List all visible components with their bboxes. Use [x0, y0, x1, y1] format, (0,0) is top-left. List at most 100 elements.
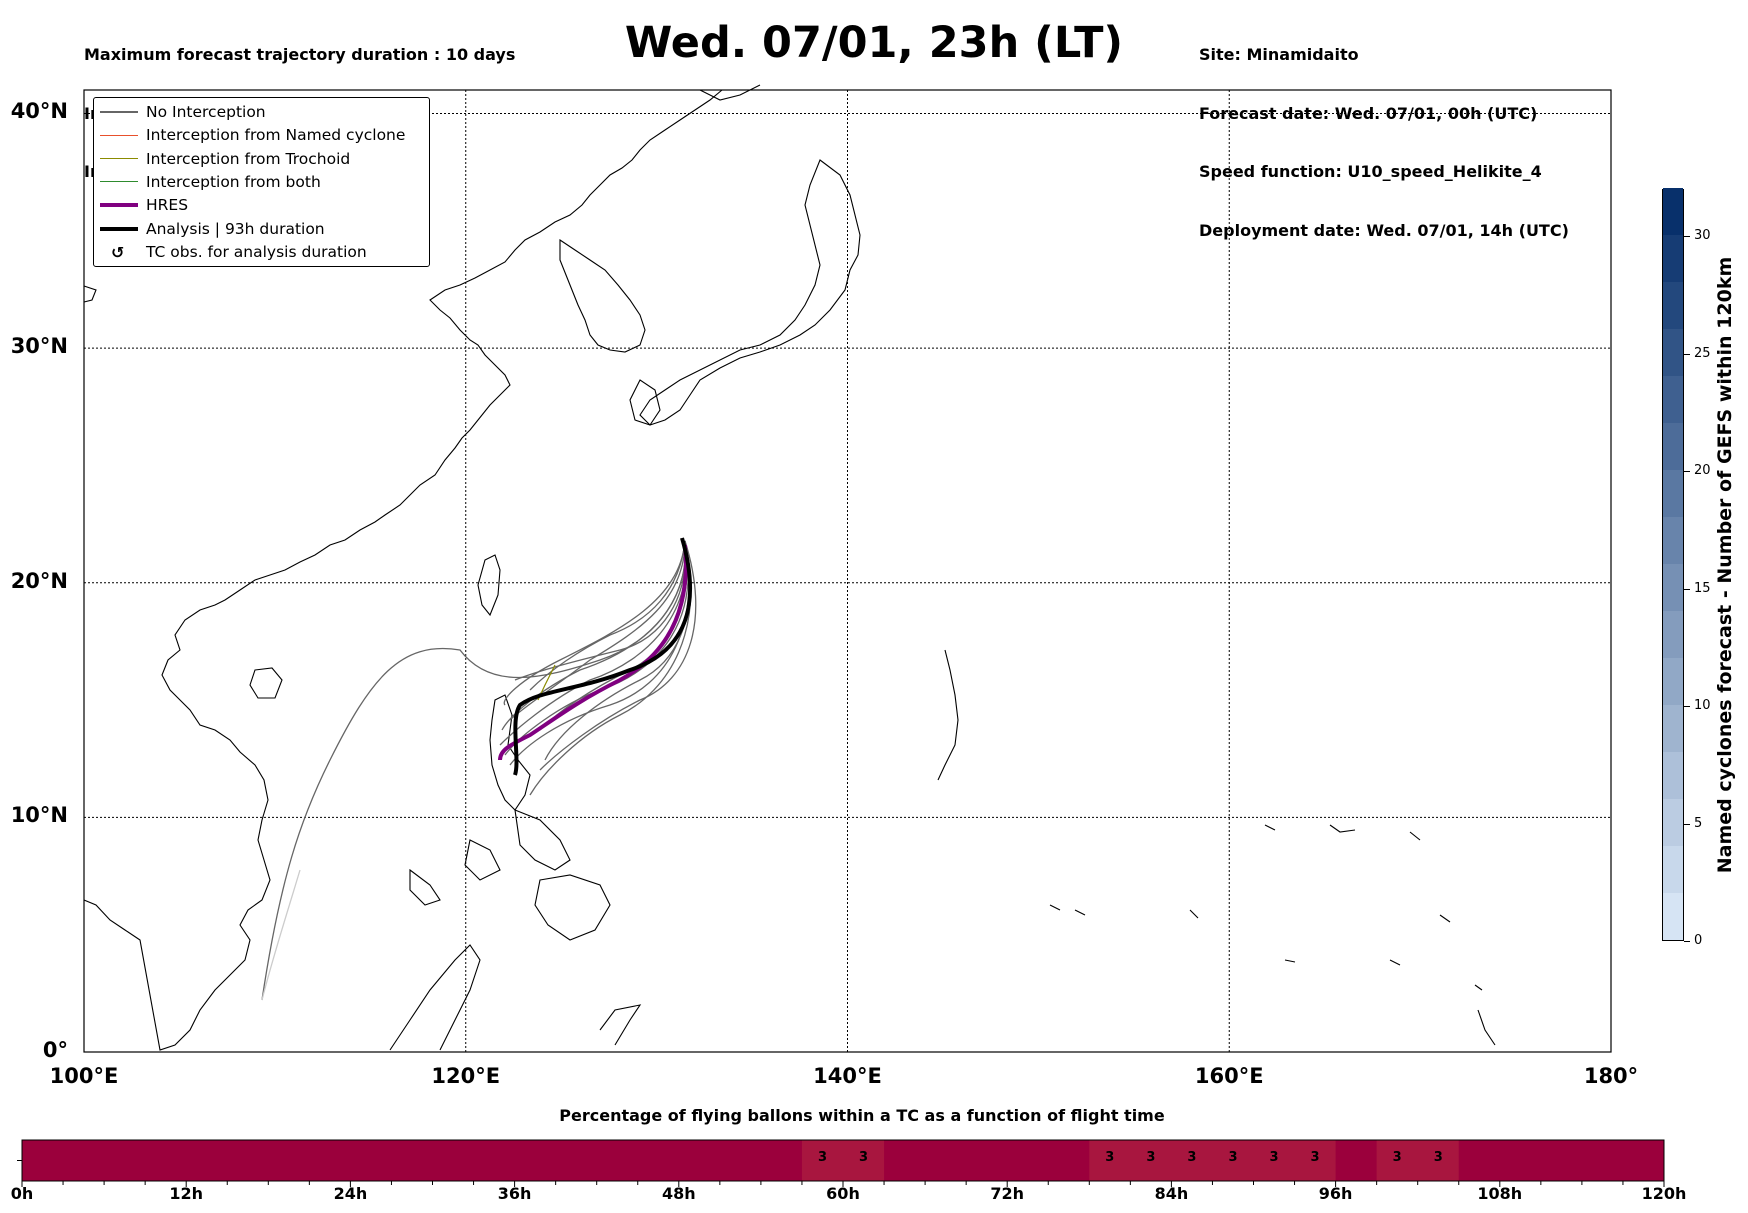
strip-highlight-segment: [1376, 1140, 1459, 1181]
colorbar-tick: [1684, 588, 1690, 590]
strip-highlight-segment: [801, 1140, 885, 1181]
colorbar-band: [1663, 610, 1683, 658]
strip-percent-label: 3: [1146, 1150, 1156, 1165]
trajectory: [514, 540, 687, 681]
coastline-luzon: [489, 694, 531, 811]
strip-tick-label: 72h: [990, 1184, 1025, 1203]
legend-swatch: [100, 158, 138, 160]
legend-label: Interception from Trochoid: [146, 149, 351, 168]
strip-percent-label: 3: [858, 1150, 869, 1165]
trajectory: [539, 540, 697, 771]
longitude-label: 160°E: [1194, 1064, 1264, 1088]
colorbar-tick: [1684, 236, 1690, 237]
colorbar-tick: [1684, 471, 1690, 472]
colorbar-band: [1663, 704, 1683, 752]
coastline-hainan: [249, 667, 283, 699]
legend-entry: HRES: [94, 195, 429, 217]
colorbar: [1662, 187, 1684, 941]
strip-percent-label: 3: [1433, 1150, 1443, 1165]
strip-tick-label: 60h: [826, 1184, 860, 1203]
latitude-label: 20°N: [10, 568, 68, 593]
colorbar-band: [1663, 375, 1683, 423]
strip-percent-label: 3: [1269, 1150, 1279, 1165]
coastline-kiribati: [1474, 984, 1496, 1046]
strip-tick-label: 96h: [1318, 1184, 1353, 1203]
legend-entry: Interception from Named cyclone: [94, 125, 429, 147]
colorbar-band: [1663, 328, 1683, 376]
coastlines: [83, 84, 1496, 1051]
colorbar-band: [1663, 563, 1683, 611]
strip-percent-label: 3: [1187, 1150, 1197, 1165]
colorbar-tick-label: 5: [1694, 815, 1703, 831]
strip-title: Percentage of flying ballons within a TC…: [559, 1106, 1165, 1125]
strip-percent-label: 3: [1105, 1150, 1115, 1165]
strip-tick-label: 120h: [1641, 1184, 1687, 1203]
colorbar-tick-label: 30: [1694, 228, 1711, 243]
colorbar-band: [1663, 657, 1683, 705]
page-title: Wed. 07/01, 23h (LT): [624, 18, 1124, 68]
coastline-marianas: [937, 649, 959, 781]
speed-function-text: Speed function: U10_speed_Helikite_4: [1199, 162, 1542, 181]
legend-swatch: [100, 203, 138, 208]
colorbar-band: [1663, 281, 1683, 329]
colorbar-tick-label: 15: [1694, 580, 1711, 596]
longitude-label: 120°E: [431, 1064, 501, 1088]
legend-entry: Interception from both: [94, 172, 429, 194]
colorbar-tick: [1684, 706, 1690, 707]
colorbar-band: [1663, 187, 1683, 235]
legend-entry: ↺ TC obs. for analysis duration: [94, 242, 429, 264]
colorbar-tick: [1684, 353, 1690, 355]
legend-label: Analysis | 93h duration: [146, 219, 325, 238]
trajectory: [503, 540, 686, 706]
coastline-taiwan: [477, 554, 501, 617]
strip-tick-label: 36h: [497, 1184, 532, 1203]
colorbar-band: [1663, 422, 1683, 470]
legend-swatch: [100, 226, 138, 231]
coastline-mindanao: [534, 874, 611, 941]
colorbar-band: [1663, 516, 1683, 564]
header-right-info: Site: Minamidaito Forecast date: Wed. 07…: [1199, 6, 1569, 260]
max-duration-text: Maximum forecast trajectory duration : 1…: [84, 45, 516, 64]
graticule: [84, 90, 1611, 1052]
legend-label: HRES: [146, 196, 189, 215]
tc-obs-icon: ↺: [111, 242, 125, 262]
longitude-label: 140°E: [813, 1064, 882, 1088]
coastline-visayas: [464, 809, 571, 881]
coastline-sulawesi: [599, 1004, 642, 1046]
latitude-label: 0°: [42, 1038, 68, 1062]
site-text: Site: Minamidaito: [1199, 45, 1359, 64]
strip-tick-label: 24h: [333, 1184, 368, 1203]
coastline-borneo: [389, 944, 481, 1051]
legend-label: TC obs. for analysis duration: [146, 242, 367, 261]
strip-tick-label: 108h: [1477, 1184, 1523, 1203]
deployment-date-text: Deployment date: Wed. 07/01, 14h (UTC): [1199, 220, 1569, 240]
strip-percent-label: 3: [1310, 1150, 1320, 1165]
strip-highlight-segment: [1089, 1140, 1336, 1181]
legend-entry: Analysis | 93h duration: [94, 219, 429, 241]
colorbar-tick-label: 0: [1694, 933, 1703, 948]
latitude-label: 30°N: [10, 334, 68, 359]
legend-label: No Interception: [146, 103, 266, 121]
colorbar-tick-label: 10: [1694, 698, 1711, 713]
legend-label: Interception from Named cyclone: [146, 126, 406, 145]
strip-percent-label: 3: [1392, 1150, 1402, 1165]
strip-tick-label: 0h: [10, 1184, 34, 1203]
colorbar-tick: [1684, 941, 1690, 942]
legend-swatch: [100, 134, 138, 136]
strip-percent-label: 3: [1228, 1150, 1238, 1165]
legend-entry: No Interception: [94, 102, 429, 124]
analysis-trajectory: [513, 537, 693, 776]
colorbar-band: [1663, 751, 1683, 799]
colorbar-band: [1663, 845, 1683, 893]
strip-percent-label: 3: [817, 1150, 827, 1165]
map-frame: [83, 89, 1612, 1053]
colorbar-tick: [1684, 823, 1690, 825]
colorbar-band: [1663, 798, 1683, 846]
coastline-kyushu: [629, 379, 661, 426]
latitude-label: 10°N: [10, 803, 68, 828]
longitude-label: 180°: [1583, 1064, 1639, 1088]
strip-tick-label: 48h: [661, 1184, 696, 1203]
colorbar-tick-label: 20: [1694, 463, 1711, 478]
coastline-palawan: [409, 868, 441, 906]
